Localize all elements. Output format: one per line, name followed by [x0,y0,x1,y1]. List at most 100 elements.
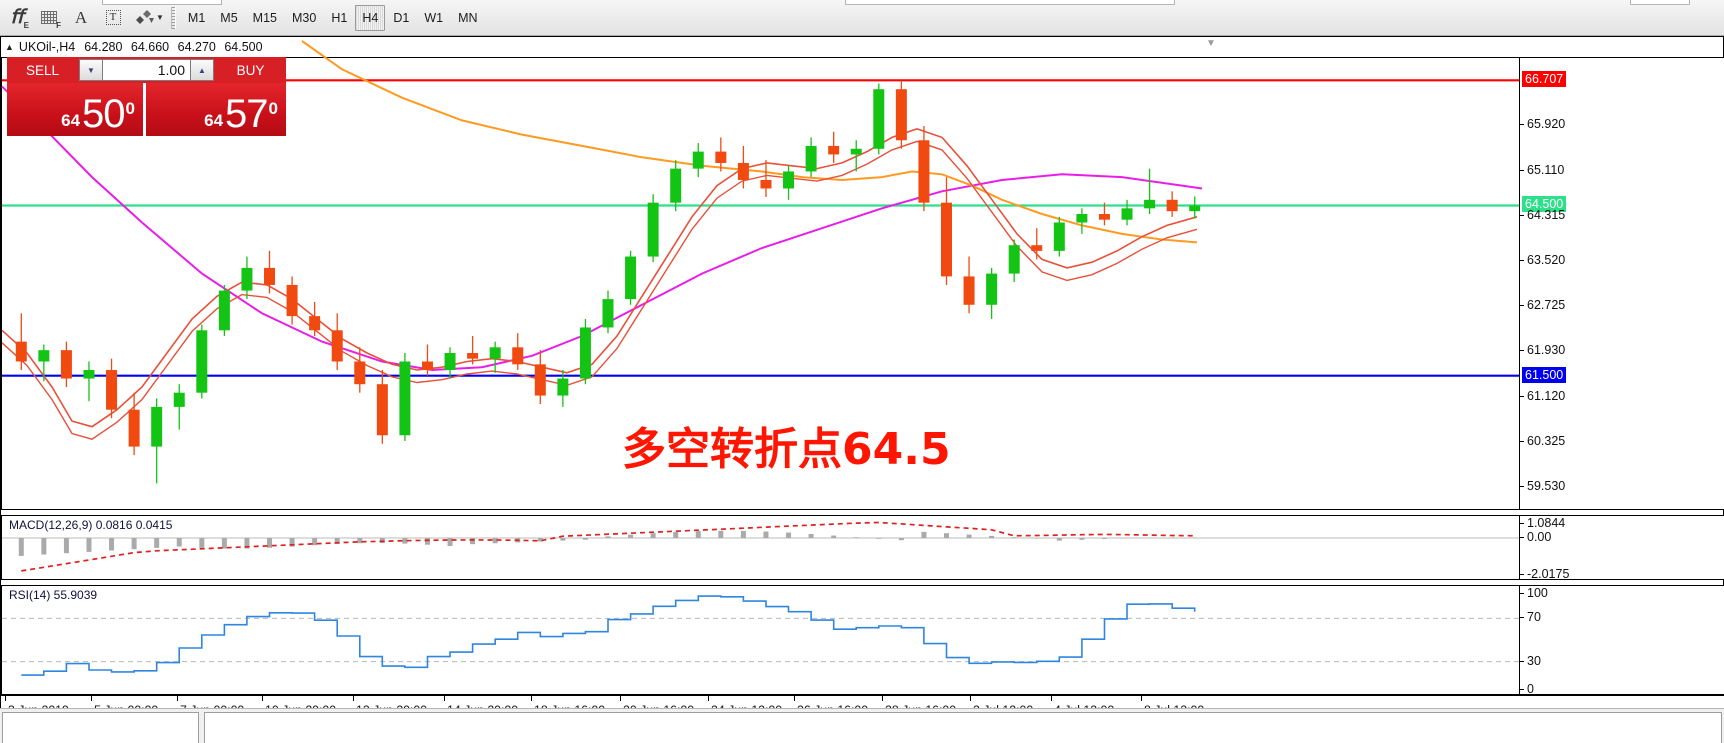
volume-stepper: ▼ 1.00 ▲ [78,57,215,83]
time-tick [353,696,354,701]
candle-body [106,370,118,410]
macd-scale[interactable]: 1.0844 0.00 -2.0175 [1520,515,1724,581]
time-tick [882,696,883,701]
candle-body [986,273,998,305]
rsi-plot-svg [2,595,1519,676]
candle-body [692,151,704,169]
candle-body [196,330,208,393]
candle-body [354,361,366,385]
buy-quote-whole: 64 [204,111,224,130]
price-tick-label: 59.530 [1527,479,1566,494]
indicators-icon-subscript: E [23,20,29,30]
price-tick-label: 60.325 [1527,434,1566,449]
indicators-icon[interactable]: ﬀ E [10,7,29,30]
candle-body [1166,199,1178,212]
ma-fast-red-line-2 [1,140,1198,440]
sell-button[interactable]: SELL [7,57,78,83]
price-plot-svg [1,40,1519,484]
candle-body [1008,245,1020,274]
timeframe-h1[interactable]: H1 [331,10,348,25]
candle-body [15,341,27,362]
timeframe-m30[interactable]: M30 [292,10,317,25]
macd-signal-line [21,521,1195,572]
candle-body [1076,214,1088,223]
price-tick-label: 64.500 [1522,196,1567,213]
pane-collapse-chevron-down-icon[interactable]: ▼ [1206,38,1216,49]
macd-label: MACD(12,26,9) 0.0816 0.0415 [7,518,175,532]
buy-quote-main: 57 [225,92,268,136]
candle-body [1189,205,1201,212]
candle-body [895,89,907,141]
candle-body [1053,222,1065,251]
price-scale[interactable]: 66.707 65.920 65.110 64.500 64.315 63.520 62.7… [1520,57,1724,510]
candle-body [38,350,50,362]
rsi-tick-label: 0 [1527,682,1534,696]
volume-decrease-button[interactable]: ▼ [79,59,103,81]
templates-grid-icon-subscript: F [56,20,61,30]
candle-body [444,352,456,371]
candle-body [489,347,501,359]
candle-body [534,364,546,396]
objects-dropdown-chevron-down-icon[interactable]: ▼ [156,13,164,22]
rsi-pane[interactable]: RSI(14) 55.9039 [1,585,1520,695]
price-tick-label: 65.110 [1527,162,1565,177]
objects-icon[interactable] [130,3,160,33]
candle-body [83,370,95,379]
text-label-icon[interactable]: A [74,7,88,27]
timeframe-d1[interactable]: D1 [393,10,410,25]
time-tick [531,696,532,701]
candle-body [128,409,140,447]
price-tick-label: 61.930 [1527,343,1566,358]
ohlc-low: 64.270 [177,40,216,54]
time-tick [177,696,178,701]
candle-body [715,151,727,163]
timeframe-w1[interactable]: W1 [424,10,444,25]
candle-body [625,256,637,300]
rsi-label: RSI(14) 55.9039 [7,588,100,602]
statusbar-panel-left[interactable] [2,712,199,743]
sell-price-quote[interactable]: 64 50 0 [7,83,143,136]
volume-input[interactable]: 1.00 [103,59,190,81]
buy-button[interactable]: BUY [215,57,286,83]
time-tick [1141,696,1142,701]
candle-body [1098,214,1110,220]
collapse-triangle-up-icon[interactable]: ▲ [5,42,14,52]
price-tick-label: 66.707 [1522,71,1567,88]
timeframe-h4[interactable]: H4 [355,4,386,31]
time-tick [262,696,263,701]
timeframe-m5[interactable]: M5 [220,10,238,25]
chart-symbol-label: UKOil-,H4 [18,40,76,54]
statusbar-divider [0,708,1724,709]
price-tick-label: 64.315 [1527,207,1566,222]
candle-body [1144,199,1156,209]
chart-area[interactable]: ▲ UKOil-,H4 64.280 64.660 64.270 64.500 … [0,36,1724,723]
time-tick [708,696,709,701]
rsi-tick-label: 100 [1527,586,1548,600]
templates-grid-icon[interactable]: F [34,3,64,33]
macd-pane[interactable]: MACD(12,26,9) 0.0816 0.0415 [1,515,1520,580]
statusbar-panel-right[interactable] [204,712,1722,743]
rsi-scale[interactable]: 100 70 30 0 [1520,585,1724,696]
buy-price-quote[interactable]: 64 57 0 [146,83,286,136]
buy-quote-fraction: 0 [268,99,278,118]
candle-body [421,361,433,371]
toolbar-tab-stub-1 [102,0,222,5]
rsi-line [21,595,1196,676]
ohlc-high: 64.660 [130,40,170,54]
candle-body [218,290,230,331]
text-object-icon[interactable]: T [98,3,128,33]
rsi-tick-label: 30 [1527,653,1541,668]
toolbar-tab-stub-2 [845,0,1175,5]
candle-body [557,378,569,396]
volume-increase-button[interactable]: ▲ [190,59,214,81]
timeframe-mn[interactable]: MN [458,10,478,25]
candle-body [602,299,614,328]
timeframe-m15[interactable]: M15 [252,10,277,25]
timeframe-m1[interactable]: M1 [187,10,206,25]
candle-body [173,392,185,407]
toolbar-separator [170,6,176,29]
candle-body [264,267,276,285]
candle-body [873,89,885,149]
time-tick [620,696,621,701]
sell-quote-main: 50 [82,92,125,136]
